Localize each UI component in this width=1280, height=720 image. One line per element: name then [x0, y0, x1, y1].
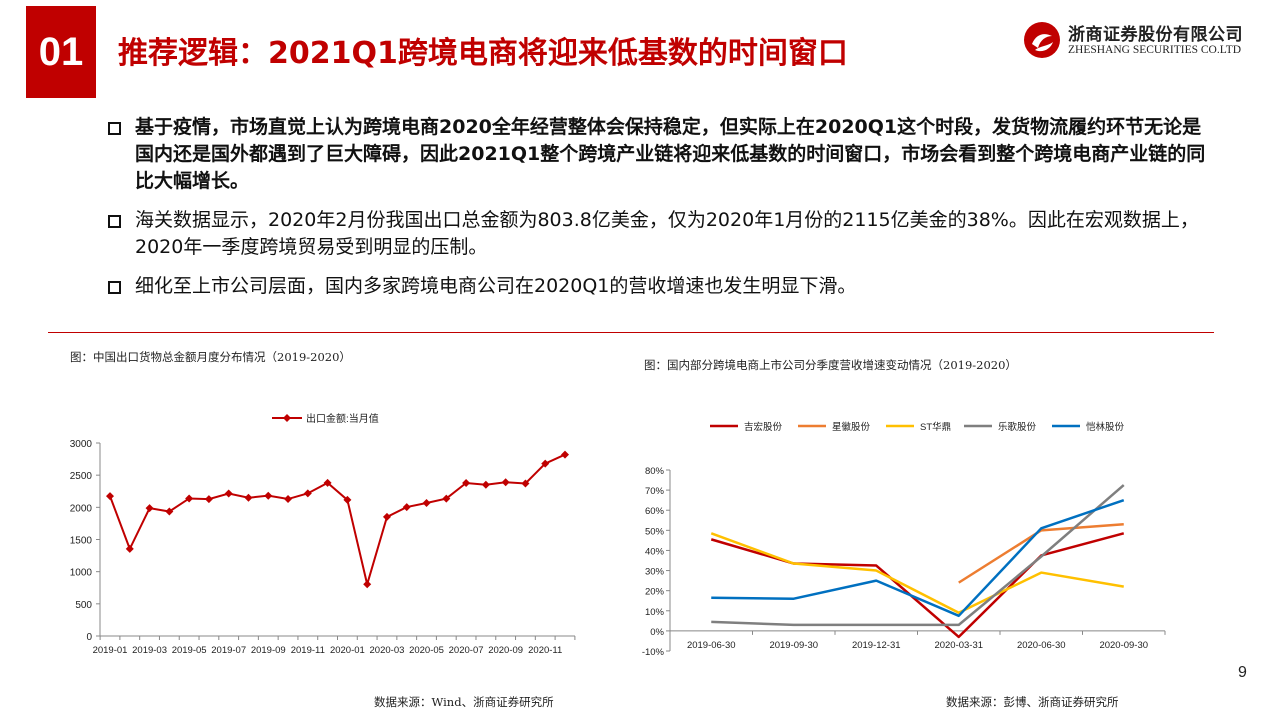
y-tick-label: 50% [645, 526, 665, 537]
y-tick-label: 60% [645, 506, 665, 517]
y-tick-label: 0% [650, 627, 664, 638]
left-figure-title: 图：中国出口货物总金额月度分布情况（2019-2020） [70, 350, 351, 364]
data-point [224, 489, 233, 498]
data-point [541, 459, 550, 468]
left-figure-source: 数据来源：Wind、浙商证券研究所 [374, 695, 554, 709]
x-tick-label: 2019-03 [132, 645, 167, 656]
data-point [382, 512, 391, 521]
bullet-list: 基于疫情，市场直觉上认为跨境电商2020全年经营整体会保持稳定，但实际上在202… [108, 114, 1208, 312]
data-point [521, 479, 530, 488]
series-line [711, 484, 1125, 627]
legend-label: 恺林股份 [1086, 421, 1125, 433]
x-tick-label: 2020-06-30 [1017, 640, 1066, 651]
legend-label: 出口金额:当月值 [306, 412, 379, 425]
legend-label: 乐歌股份 [998, 421, 1037, 433]
y-tick-label: 1500 [70, 536, 93, 547]
data-point [363, 580, 372, 589]
data-point [422, 499, 431, 508]
data-point [204, 495, 213, 504]
data-point [561, 450, 569, 459]
x-tick-label: 2020-05 [409, 645, 444, 656]
data-point [323, 478, 332, 487]
bullet-item: 细化至上市公司层面，国内多家跨境电商公司在2020Q1的营收增速也发生明显下滑。 [108, 273, 1208, 300]
x-tick-label: 2019-11 [291, 645, 325, 656]
square-bullet-icon [108, 281, 121, 294]
data-point [145, 504, 154, 513]
section-divider [48, 332, 1214, 333]
right-figure-title: 图：国内部分跨境电商上市公司分季度营收增速变动情况（2019-2020） [644, 358, 1017, 372]
data-point [185, 494, 194, 503]
zheshang-logo-icon [1024, 22, 1060, 58]
legend-label: 星徽股份 [832, 421, 871, 433]
y-tick-label: 2000 [70, 503, 93, 514]
data-point [343, 495, 352, 504]
x-tick-label: 2020-11 [528, 645, 562, 656]
page-number: 9 [1238, 664, 1247, 681]
x-tick-label: 2020-09-30 [1099, 640, 1148, 651]
x-tick-label: 2019-06-30 [687, 640, 736, 651]
page-title: 推荐逻辑：2021Q1跨境电商将迎来低基数的时间窗口 [118, 36, 848, 71]
bullet-item: 海关数据显示，2020年2月份我国出口总金额为803.8亿美金，仅为2020年1… [108, 207, 1208, 261]
section-number: 01 [26, 6, 96, 98]
bullet-text: 基于疫情，市场直觉上认为跨境电商2020全年经营整体会保持稳定，但实际上在202… [135, 116, 1206, 192]
x-tick-label: 2019-09 [251, 645, 286, 656]
right-figure-source: 数据来源：彭博、浙商证券研究所 [946, 695, 1119, 709]
data-point [462, 479, 471, 488]
logo-text-cn: 浙商证券股份有限公司 [1068, 25, 1243, 45]
x-tick-label: 2019-05 [172, 645, 207, 656]
data-point [125, 544, 134, 553]
y-tick-label: 80% [645, 466, 665, 477]
legend-label: ST华鼎 [920, 421, 951, 433]
y-tick-label: 3000 [70, 439, 93, 450]
x-tick-label: 2020-03 [370, 645, 405, 656]
series-line [958, 523, 1124, 584]
logo-text-en: ZHESHANG SECURITIES CO.LTD [1068, 44, 1242, 56]
series-line [710, 532, 1124, 615]
y-tick-label: 1000 [70, 568, 93, 579]
x-tick-label: 2020-09 [488, 645, 523, 656]
series-line [711, 498, 1125, 618]
legend-marker [283, 414, 291, 422]
data-point [106, 492, 114, 501]
company-logo: 浙商证券股份有限公司 ZHESHANG SECURITIES CO.LTD [1022, 18, 1272, 64]
y-tick-label: 20% [645, 587, 665, 598]
y-tick-label: 500 [75, 600, 92, 611]
data-point [264, 491, 273, 500]
y-tick-label: 0 [86, 632, 92, 643]
x-tick-label: 2019-12-31 [852, 640, 901, 651]
x-tick-label: 2020-07 [449, 645, 484, 656]
data-point [165, 507, 174, 516]
data-point [303, 489, 312, 498]
bullet-text: 海关数据显示，2020年2月份我国出口总金额为803.8亿美金，仅为2020年1… [135, 209, 1199, 258]
revenue-growth-chart: 吉宏股份 星徽股份 ST华鼎 乐歌股份 恺林股份 -10% 0% 10% 20% 30% 40% 5… [642, 421, 1166, 658]
y-tick-label: 70% [645, 486, 665, 497]
x-tick-label: 2019-09-30 [769, 640, 818, 651]
bullet-text: 细化至上市公司层面，国内多家跨境电商公司在2020Q1的营收增速也发生明显下滑。 [135, 275, 857, 297]
x-tick-label: 2019-01 [93, 645, 128, 656]
square-bullet-icon [108, 122, 121, 135]
legend-label: 吉宏股份 [744, 421, 783, 433]
y-tick-label: 40% [645, 546, 665, 557]
series-line [109, 453, 566, 589]
y-tick-label: 10% [645, 607, 665, 618]
data-point [402, 503, 411, 512]
x-tick-label: 2020-03-31 [934, 640, 983, 651]
square-bullet-icon [108, 215, 121, 228]
data-point [284, 495, 293, 504]
y-tick-label: -10% [642, 647, 665, 658]
data-point [481, 480, 490, 489]
x-tick-label: 2019-07 [211, 645, 246, 656]
export-amount-chart: 出口金额:当月值 0 500 1000 1500 2000 2500 3000 2019-01… [70, 412, 576, 656]
data-point [244, 493, 253, 502]
series-line [710, 532, 1125, 639]
data-point [501, 478, 510, 487]
x-tick-label: 2020-01 [330, 645, 365, 656]
y-tick-label: 2500 [70, 471, 93, 482]
data-point [442, 494, 451, 503]
y-tick-label: 30% [645, 567, 665, 578]
bullet-item: 基于疫情，市场直觉上认为跨境电商2020全年经营整体会保持稳定，但实际上在202… [108, 114, 1208, 195]
